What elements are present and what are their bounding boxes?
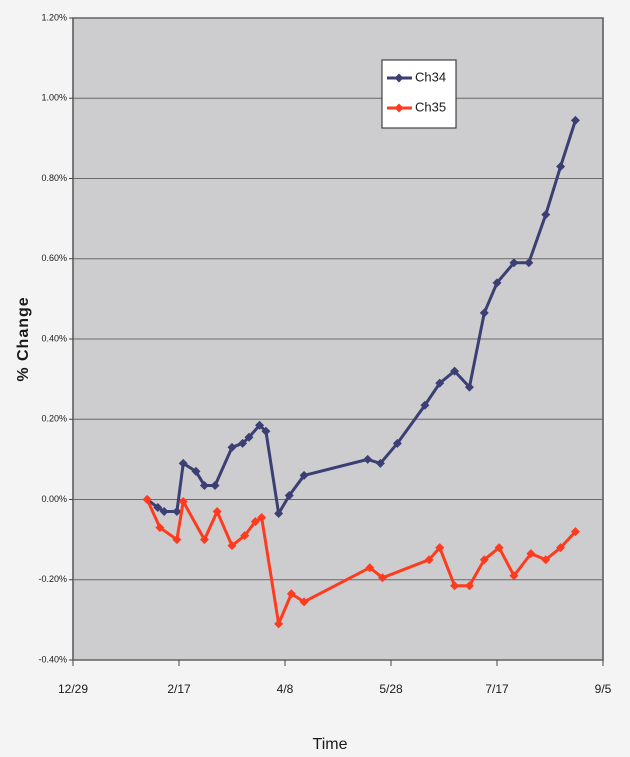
point xyxy=(435,543,445,553)
x-tick-label: 9/5 xyxy=(595,682,612,696)
point xyxy=(450,366,460,376)
point xyxy=(227,442,237,452)
point xyxy=(509,571,519,581)
x-tick-label: 5/28 xyxy=(379,682,403,696)
legend-label: Ch34 xyxy=(415,69,446,84)
point xyxy=(284,490,294,500)
y-tick-label: 0.00% xyxy=(41,494,67,504)
point xyxy=(556,161,566,171)
point xyxy=(365,563,375,573)
point xyxy=(155,523,165,533)
point xyxy=(178,458,188,468)
point xyxy=(299,597,309,607)
y-tick-label: -0.40% xyxy=(38,654,67,664)
point xyxy=(199,535,209,545)
point xyxy=(492,278,502,288)
y-tick-label: 0.20% xyxy=(41,414,67,424)
point xyxy=(274,619,284,629)
point xyxy=(178,497,188,507)
point xyxy=(255,420,265,430)
y-tick-label: 0.40% xyxy=(41,333,67,343)
x-tick-label: 2/17 xyxy=(167,682,191,696)
point xyxy=(244,432,254,442)
x-tick-label: 12/29 xyxy=(58,682,88,696)
point xyxy=(286,589,296,599)
point xyxy=(541,555,551,565)
y-tick-label: 1.00% xyxy=(41,93,67,103)
legend-label: Ch35 xyxy=(415,99,446,114)
point xyxy=(261,426,271,436)
legend-marker xyxy=(394,73,404,83)
point xyxy=(479,308,489,318)
legend-box xyxy=(381,59,457,129)
point xyxy=(210,480,220,490)
point xyxy=(142,495,152,504)
point xyxy=(556,543,566,553)
point xyxy=(212,507,222,517)
point xyxy=(570,115,580,125)
legend-marker xyxy=(394,103,404,113)
x-axis-label: Time xyxy=(313,736,348,753)
y-tick-label: 0.60% xyxy=(41,253,67,263)
point xyxy=(464,382,474,392)
y-tick-label: 1.20% xyxy=(41,12,67,22)
x-tick-label: 7/17 xyxy=(485,682,509,696)
series-line xyxy=(145,498,577,626)
point xyxy=(479,555,489,565)
x-tick-label: 4/8 xyxy=(277,682,294,696)
point xyxy=(238,438,248,448)
point xyxy=(392,438,402,448)
point xyxy=(250,517,260,527)
point xyxy=(199,480,209,490)
point xyxy=(299,470,309,480)
point xyxy=(363,454,373,464)
point xyxy=(378,573,388,583)
point xyxy=(435,378,445,388)
point xyxy=(526,549,536,559)
y-axis-label: % Change xyxy=(15,296,32,381)
point xyxy=(159,507,169,517)
y-tick-label: 0.80% xyxy=(41,173,67,183)
point xyxy=(524,258,534,268)
point xyxy=(420,400,430,410)
point xyxy=(153,503,163,513)
point xyxy=(464,581,474,591)
point xyxy=(424,555,434,565)
point xyxy=(509,258,519,268)
y-tick-label: -0.20% xyxy=(38,574,67,584)
point xyxy=(274,509,284,519)
point xyxy=(375,458,385,468)
point xyxy=(172,535,182,545)
point xyxy=(240,531,250,541)
point xyxy=(257,513,267,523)
point xyxy=(494,543,504,553)
point xyxy=(227,541,237,551)
point xyxy=(570,527,580,537)
point xyxy=(541,210,551,220)
point xyxy=(450,581,460,591)
point xyxy=(172,507,182,517)
point xyxy=(191,466,201,476)
